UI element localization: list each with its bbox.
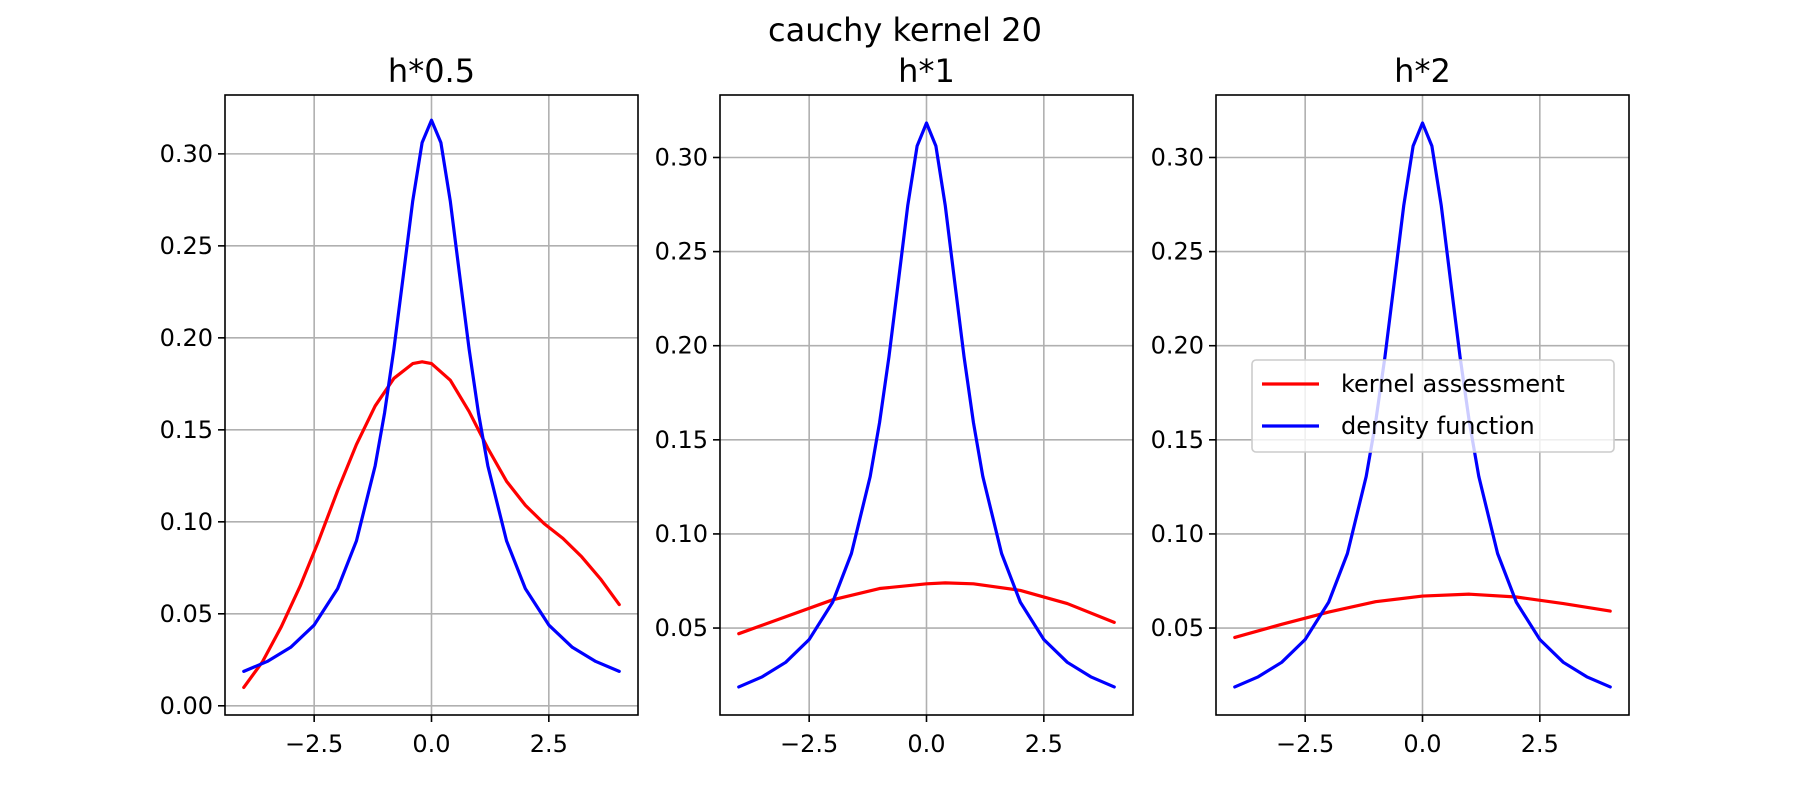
y-tick-label: 0.15 xyxy=(1151,426,1204,454)
x-tick-label: −2.5 xyxy=(780,730,838,758)
series-line-density-function xyxy=(737,121,1116,689)
x-tick-label: 2.5 xyxy=(1025,730,1063,758)
x-tick-label: 2.5 xyxy=(1521,730,1559,758)
y-tick-label: 0.10 xyxy=(655,520,708,548)
series-line-density-function xyxy=(1233,121,1612,689)
x-tick-label: 0.0 xyxy=(907,730,945,758)
y-tick-label: 0.30 xyxy=(655,143,708,171)
subplot-title: h*0.5 xyxy=(388,52,475,90)
x-tick-label: −2.5 xyxy=(1276,730,1334,758)
y-tick-label: 0.15 xyxy=(655,426,708,454)
subplot-3: h*2 −2.5 0.0 2.5 0.05 0.10 0.15 0.20 0.25 0.30 ker… xyxy=(1151,52,1630,758)
legend-label: kernel assessment xyxy=(1341,370,1565,398)
y-tick-label: 0.10 xyxy=(1151,520,1204,548)
y-tick-label: 0.05 xyxy=(160,600,213,628)
x-tick-label: 2.5 xyxy=(530,730,568,758)
y-tick-label: 0.10 xyxy=(160,508,213,536)
y-tick-label: 0.30 xyxy=(1151,143,1204,171)
figure-suptitle: cauchy kernel 20 xyxy=(768,11,1042,49)
legend: kernel assessment density function xyxy=(1251,359,1615,453)
x-tick-label: −2.5 xyxy=(285,730,343,758)
x-tick-label: 0.0 xyxy=(412,730,450,758)
subplot-1: h*0.5 −2.5 0.0 2.5 0.00 0.05 0.10 0.15 0.20 0.25 0… xyxy=(160,52,639,758)
y-tick-label: 0.20 xyxy=(655,332,708,360)
subplot-title: h*1 xyxy=(898,52,955,90)
subplots: h*0.5 −2.5 0.0 2.5 0.00 0.05 0.10 0.15 0.20 0.25 0… xyxy=(160,52,1630,758)
y-tick-label: 0.25 xyxy=(1151,238,1204,266)
y-tick-label: 0.05 xyxy=(655,614,708,642)
series-line-kernel-assessment xyxy=(242,360,621,689)
y-tick-label: 0.25 xyxy=(655,238,708,266)
legend-label: density function xyxy=(1341,412,1535,440)
y-tick-label: 0.30 xyxy=(160,140,213,168)
y-tick-label: 0.15 xyxy=(160,416,213,444)
series-line-kernel-assessment xyxy=(1233,592,1612,640)
y-tick-label: 0.25 xyxy=(160,232,213,260)
y-tick-label: 0.00 xyxy=(160,692,213,720)
series-line-kernel-assessment xyxy=(737,581,1116,636)
y-tick-label: 0.05 xyxy=(1151,614,1204,642)
x-tick-label: 0.0 xyxy=(1403,730,1441,758)
subplot-2: h*1 −2.5 0.0 2.5 0.05 0.10 0.15 0.20 0.25 0.30 xyxy=(655,52,1134,758)
legend-box xyxy=(1251,359,1615,453)
series-line-density-function xyxy=(242,118,621,673)
subplot-title: h*2 xyxy=(1394,52,1451,90)
y-tick-label: 0.20 xyxy=(1151,332,1204,360)
y-tick-label: 0.20 xyxy=(160,324,213,352)
